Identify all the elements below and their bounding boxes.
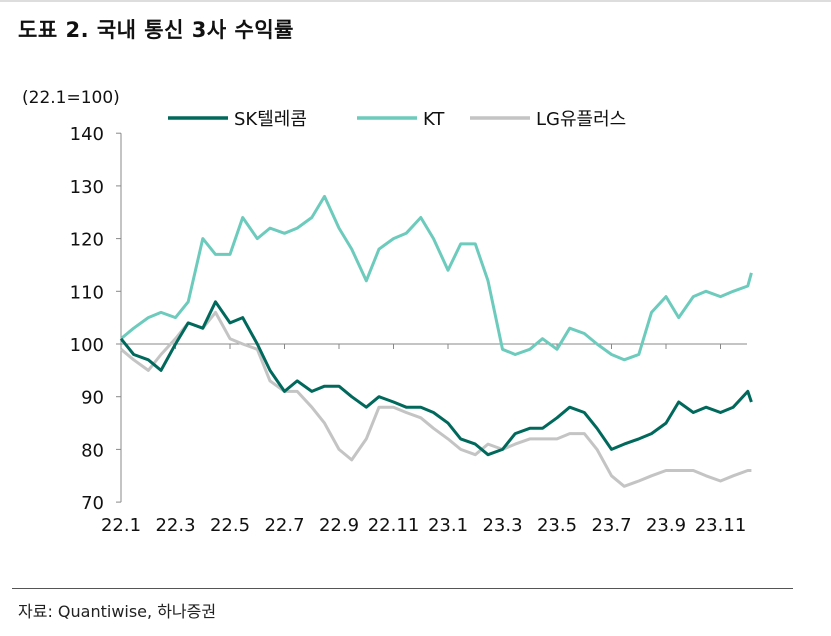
x-tick-label: 23.3: [482, 515, 522, 536]
x-tick-label: 22.9: [319, 515, 359, 536]
legend-label: KT: [423, 109, 445, 130]
y-tick-label: 140: [70, 124, 104, 145]
x-tick-label: 23.11: [695, 515, 747, 536]
series-lines: [119, 194, 753, 488]
top-border: [0, 0, 831, 2]
y-tick-label: 130: [70, 177, 104, 198]
series-line-LG유플러스: [120, 310, 752, 488]
line-chart: (22.1=100) SK텔레콤 KT LG유플러스 70 80 90 100 110 120…: [22, 88, 753, 536]
chart-title: 도표 2. 국내 통신 3사 수익률: [18, 18, 294, 42]
x-tick-label: 22.5: [210, 515, 250, 536]
x-tick-label: 22.7: [264, 515, 304, 536]
y-tick-label: 120: [70, 230, 104, 251]
y-tick-label: 90: [81, 388, 104, 409]
divider: [12, 588, 793, 589]
y-tick-label: 80: [81, 440, 104, 461]
y-axis-label: (22.1=100): [22, 88, 120, 108]
x-tick-label: 23.9: [646, 515, 686, 536]
series-line-KT: [120, 194, 753, 362]
x-tick-label: 23.5: [537, 515, 577, 536]
series-line-SK텔레콤: [119, 300, 753, 457]
source-note: 자료: Quantiwise, 하나증권: [18, 602, 217, 621]
y-tick-label: 70: [81, 493, 104, 514]
legend-label: LG유플러스: [536, 109, 626, 130]
x-tick-label: 22.11: [368, 515, 420, 536]
x-tick-label: 23.1: [428, 515, 468, 536]
axes: 70 80 90 100 110 120 130 140 22.1 22.3 22.5 22.7 22.…: [70, 124, 747, 536]
x-tick-label: 22.3: [155, 515, 195, 536]
legend: SK텔레콤 KT LG유플러스: [168, 109, 626, 130]
legend-label: SK텔레콤: [234, 109, 307, 130]
y-tick-label: 100: [70, 335, 104, 356]
x-tick-label: 23.7: [591, 515, 631, 536]
x-tick-label: 22.1: [101, 515, 141, 536]
y-tick-label: 110: [70, 282, 104, 303]
